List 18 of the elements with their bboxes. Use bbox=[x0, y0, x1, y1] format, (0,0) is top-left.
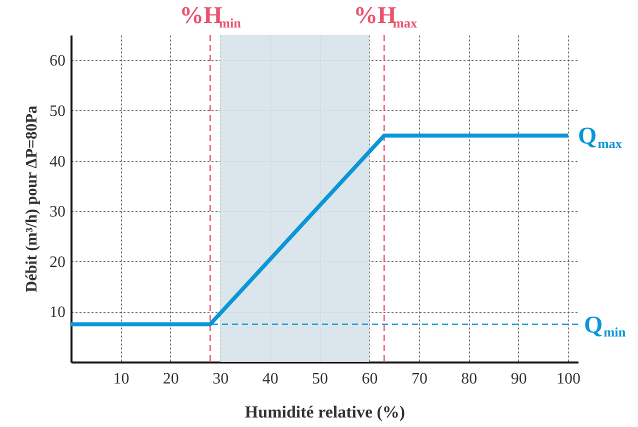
x-tick-label: 50 bbox=[312, 370, 328, 388]
y-tick-label: 20 bbox=[50, 254, 66, 271]
x-tick-label: 20 bbox=[162, 370, 179, 388]
y-tick-label: 30 bbox=[50, 204, 66, 221]
x-tick-label: 60 bbox=[362, 370, 378, 388]
x-tick-label: 10 bbox=[113, 370, 130, 388]
x-tick-label: 80 bbox=[461, 370, 478, 388]
x-axis-title: Humidité relative (%) bbox=[244, 402, 406, 422]
x-tick-label: 40 bbox=[262, 370, 278, 388]
y-tick-label: 50 bbox=[50, 102, 66, 120]
y-tick-label: 10 bbox=[50, 304, 66, 322]
y-axis-title: Débit (m³/h) pour ΔP=80Pa bbox=[24, 106, 40, 292]
x-tick-label: 70 bbox=[411, 370, 428, 388]
x-tick-label: 100 bbox=[556, 370, 581, 388]
x-tick-label: 30 bbox=[212, 370, 229, 388]
x-tick-label: 90 bbox=[510, 370, 527, 388]
y-tick-label: 60 bbox=[50, 52, 66, 70]
y-tick-label: 40 bbox=[50, 153, 66, 170]
